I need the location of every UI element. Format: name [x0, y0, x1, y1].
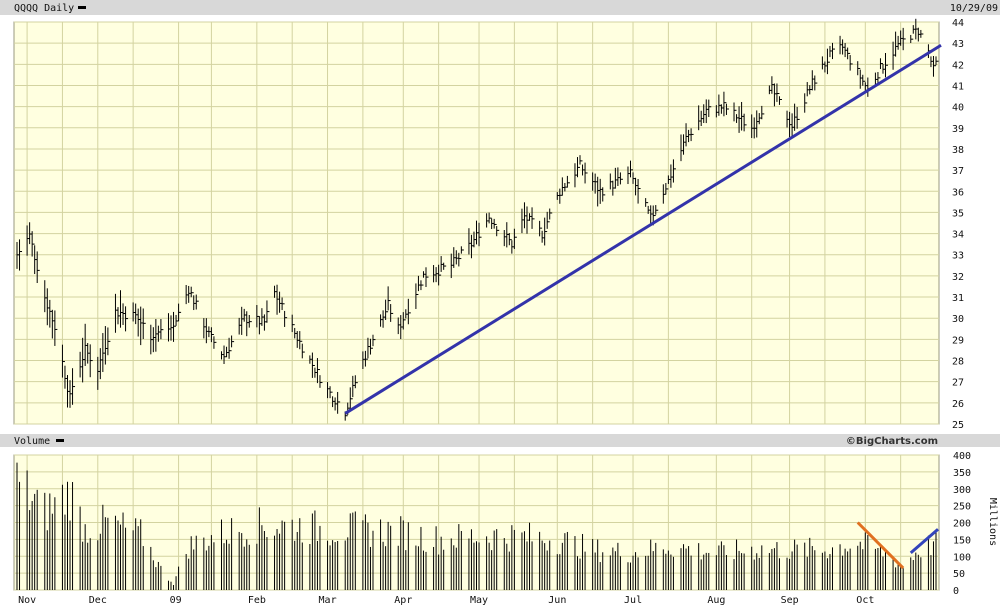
- month-tick-label: Feb: [248, 595, 266, 606]
- volume-bars: [16, 462, 937, 590]
- volume-tick-label: 200: [953, 519, 971, 530]
- symbol-legend-swatch: [78, 6, 86, 9]
- volume-tick-label: 250: [953, 502, 971, 513]
- price-tick-label: 37: [952, 166, 964, 177]
- price-tick-label: 40: [952, 103, 964, 114]
- month-tick-label: 09: [170, 595, 182, 606]
- price-tick-label: 29: [952, 335, 964, 346]
- credit-label: ©BigCharts.com: [846, 436, 938, 447]
- price-bars: [16, 18, 939, 421]
- price-tick-label: 38: [952, 145, 964, 156]
- price-tick-label: 39: [952, 124, 964, 135]
- price-tick-label: 28: [952, 357, 964, 368]
- price-tick-label: 25: [952, 420, 964, 431]
- volume-label: Volume: [14, 436, 50, 447]
- month-tick-label: Mar: [319, 595, 337, 606]
- price-tick-label: 32: [952, 272, 964, 283]
- symbol-label: QQQQ Daily: [14, 3, 74, 14]
- volume-tick-label: 50: [953, 569, 965, 580]
- volume-tick-label: 100: [953, 552, 971, 563]
- month-axis: Nov Dec 09 Feb Mar Apr May Jun Jul Aug Sep Oct: [18, 595, 874, 606]
- volume-tick-label: 400: [953, 451, 971, 462]
- volume-trendline-up: [909, 528, 939, 555]
- volume-tick-label: 0: [953, 586, 959, 597]
- volume-axis: 0 50 100 150 200 250 300 350 400: [953, 451, 971, 597]
- date-label: 10/29/09: [950, 3, 998, 14]
- price-tick-label: 30: [952, 314, 964, 325]
- header-band: [0, 0, 1000, 15]
- month-tick-label: Dec: [89, 595, 107, 606]
- price-tick-label: 41: [952, 81, 964, 92]
- price-tick-label: 31: [952, 293, 964, 304]
- volume-tick-label: 350: [953, 468, 971, 479]
- month-tick-label: Aug: [707, 595, 725, 606]
- price-tick-label: 34: [952, 230, 964, 241]
- price-axis: 25 26 27 28 29 30 31 32 33 34 35 36 37 38 39 40 41 42 43 44: [952, 18, 964, 431]
- month-tick-label: Jun: [548, 595, 566, 606]
- volume-tick-label: 150: [953, 535, 971, 546]
- month-tick-label: Oct: [856, 595, 874, 606]
- volume-legend-swatch: [56, 439, 64, 442]
- volume-tick-label: 300: [953, 485, 971, 496]
- volume-grid: [14, 454, 939, 591]
- price-tick-label: 44: [952, 18, 964, 29]
- price-tick-label: 26: [952, 399, 964, 410]
- month-tick-label: Nov: [18, 595, 36, 606]
- price-tick-label: 42: [952, 60, 964, 71]
- month-tick-label: Apr: [394, 595, 412, 606]
- month-tick-label: Sep: [781, 595, 799, 606]
- price-tick-label: 27: [952, 378, 964, 389]
- price-trendline: [344, 43, 942, 415]
- month-tick-label: May: [470, 595, 488, 606]
- volume-unit-label: Millions: [987, 498, 998, 546]
- price-tick-label: 36: [952, 187, 964, 198]
- price-tick-label: 43: [952, 39, 964, 50]
- volume-trendline-down: [856, 521, 905, 570]
- month-tick-label: Jul: [624, 595, 642, 606]
- price-tick-label: 35: [952, 208, 964, 219]
- price-tick-label: 33: [952, 251, 964, 262]
- volume-header-band: [0, 434, 1000, 447]
